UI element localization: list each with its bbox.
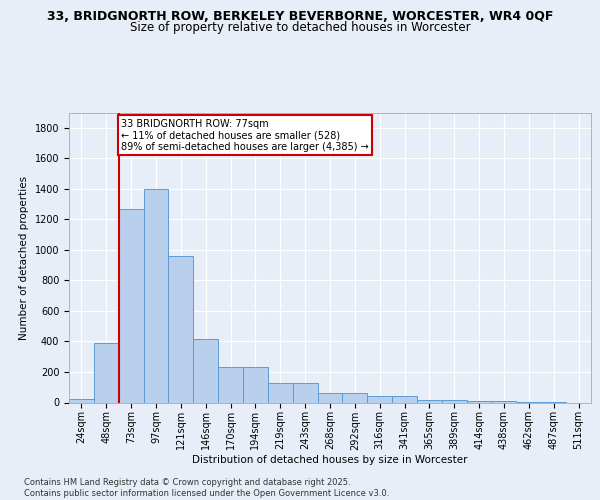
X-axis label: Distribution of detached houses by size in Worcester: Distribution of detached houses by size …	[192, 455, 468, 465]
Bar	[193, 339, 218, 402]
Bar	[442, 400, 467, 402]
Y-axis label: Number of detached properties: Number of detached properties	[19, 176, 29, 340]
Bar	[94, 343, 119, 402]
Bar	[467, 401, 491, 402]
Bar	[119, 210, 143, 402]
Bar	[143, 189, 169, 402]
Text: Contains HM Land Registry data © Crown copyright and database right 2025.
Contai: Contains HM Land Registry data © Crown c…	[24, 478, 389, 498]
Text: 33, BRIDGNORTH ROW, BERKELEY BEVERBORNE, WORCESTER, WR4 0QF: 33, BRIDGNORTH ROW, BERKELEY BEVERBORNE,…	[47, 10, 553, 23]
Bar	[243, 366, 268, 402]
Bar	[218, 366, 243, 402]
Bar	[169, 256, 193, 402]
Bar	[367, 396, 392, 402]
Bar	[317, 392, 343, 402]
Bar	[268, 382, 293, 402]
Bar	[293, 382, 317, 402]
Bar	[343, 392, 367, 402]
Bar	[69, 398, 94, 402]
Text: Size of property relative to detached houses in Worcester: Size of property relative to detached ho…	[130, 21, 470, 34]
Bar	[491, 401, 517, 402]
Bar	[417, 400, 442, 402]
Text: 33 BRIDGNORTH ROW: 77sqm
← 11% of detached houses are smaller (528)
89% of semi-: 33 BRIDGNORTH ROW: 77sqm ← 11% of detach…	[121, 118, 369, 152]
Bar	[392, 396, 417, 402]
